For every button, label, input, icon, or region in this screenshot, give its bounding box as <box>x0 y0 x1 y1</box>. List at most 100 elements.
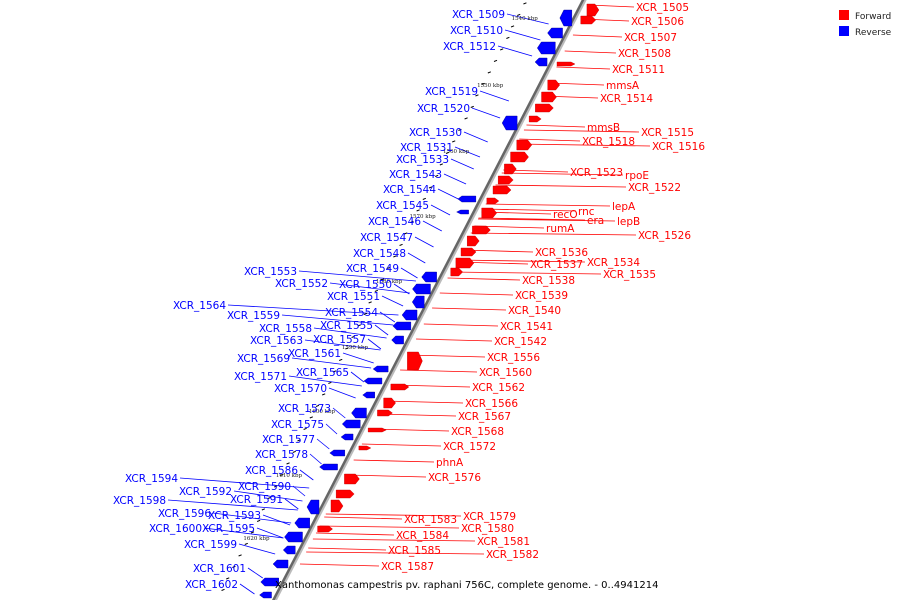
connector-line <box>353 459 435 463</box>
connector-line <box>381 295 404 307</box>
gene-label: XCR_1586 <box>245 465 298 477</box>
gene-label: XCR_1582 <box>486 549 539 561</box>
gene-label: XCR_1520 <box>417 103 470 115</box>
connector-line <box>414 236 434 248</box>
gene-label: phnA <box>436 457 464 469</box>
gene-label: recO <box>553 209 578 221</box>
connector-line <box>564 50 617 54</box>
gene-label: XCR_1534 <box>587 257 640 269</box>
gene-label: XCR_1526 <box>638 230 691 242</box>
reverse-gene-block <box>412 295 425 309</box>
connector-line <box>495 184 627 188</box>
connector-line <box>298 270 417 282</box>
gene-label: XCR_1583 <box>404 514 457 526</box>
gene-label: XCR_1535 <box>603 269 656 281</box>
gene-label: XCR_1560 <box>479 367 532 379</box>
tick-mark <box>345 347 349 350</box>
gene-label: XCR_1601 <box>193 563 246 575</box>
tick-mark <box>309 416 313 419</box>
forward-gene-block <box>547 79 560 91</box>
tick-mark <box>328 381 332 384</box>
connector-line <box>324 516 403 520</box>
axis-tick-label: 1550 kbp <box>477 83 504 89</box>
connector-line <box>479 90 510 102</box>
gene-label: XCR_1545 <box>376 200 429 212</box>
tick-mark <box>464 117 468 120</box>
axis-tick-label: 1610 kbp <box>276 473 303 479</box>
connector-line <box>315 532 395 536</box>
gene-label: XCR_1587 <box>381 561 434 573</box>
connector-line <box>456 259 586 263</box>
gene-label: XCR_1581 <box>477 536 530 548</box>
forward-gene-block <box>467 235 480 247</box>
connector-line <box>350 371 365 383</box>
gene-label: XCR_1548 <box>353 248 406 260</box>
connector-line <box>319 525 460 529</box>
tick-mark <box>404 232 408 235</box>
connector-line <box>227 304 399 316</box>
tick-mark <box>250 531 255 534</box>
reverse-gene-block <box>340 433 354 441</box>
forward-gene-block <box>460 247 477 257</box>
gene-label: XCR_1557 <box>313 334 366 346</box>
connector-line <box>299 563 380 567</box>
connector-line <box>450 158 474 170</box>
gene-label: XCR_1573 <box>278 403 331 415</box>
forward-gene-block <box>516 139 533 151</box>
connector-line <box>447 277 521 281</box>
connector-line <box>485 203 611 207</box>
gene-label: XCR_1600 <box>149 523 202 535</box>
forward-gene-block <box>556 61 576 67</box>
connector-line <box>483 208 577 212</box>
tick-mark <box>303 427 307 430</box>
connector-line <box>501 172 624 176</box>
reverse-gene-block <box>282 545 296 555</box>
gene-label: XCR_1539 <box>515 290 568 302</box>
axis-tick-label: 1560 kbp <box>443 149 470 155</box>
tick-mark <box>261 508 266 511</box>
gene-label: XCR_1570 <box>274 383 327 395</box>
forward-gene-block <box>492 185 512 195</box>
connector-line <box>342 352 374 364</box>
gene-label: XCR_1544 <box>383 184 436 196</box>
connector-line <box>506 13 549 25</box>
forward-gene-block <box>335 489 355 499</box>
tick-mark <box>410 220 414 223</box>
connector-line <box>306 551 485 555</box>
reverse-gene-block <box>372 365 389 373</box>
gene-label: XCR_1540 <box>508 305 561 317</box>
gene-label: XCR_1571 <box>234 371 287 383</box>
reverse-gene-block <box>559 9 573 27</box>
connector-line <box>313 327 387 339</box>
tick-mark <box>280 473 284 476</box>
connector-line <box>407 354 486 358</box>
gene-label: rnc <box>578 206 595 218</box>
connector-line <box>238 543 276 555</box>
tick-mark <box>487 71 492 74</box>
connector-line <box>400 369 478 373</box>
forward-gene-block <box>358 445 372 451</box>
forward-gene-block <box>580 15 597 25</box>
connector-line <box>325 513 462 517</box>
tick-mark <box>297 439 301 442</box>
connector-line <box>477 218 616 222</box>
connector-line <box>262 514 291 526</box>
reverse-gene-block <box>259 591 272 599</box>
reverse-gene-block <box>319 463 338 471</box>
connector-line <box>312 538 476 542</box>
connector-line <box>374 324 389 336</box>
connector-line <box>304 339 381 351</box>
gene-features <box>259 3 600 599</box>
reverse-gene-block <box>421 271 437 283</box>
tick-mark <box>439 163 444 166</box>
tick-mark <box>434 174 439 177</box>
gene-label: XCR_1538 <box>522 275 575 287</box>
gene-label: rumA <box>546 223 575 235</box>
reverse-gene-block <box>329 449 345 457</box>
tick-mark <box>363 312 368 315</box>
gene-label: XCR_1578 <box>255 449 308 461</box>
gene-label: XCR_1530 <box>409 127 462 139</box>
gene-label: XCR_1579 <box>463 511 516 523</box>
gene-label: XCR_1599 <box>184 539 237 551</box>
